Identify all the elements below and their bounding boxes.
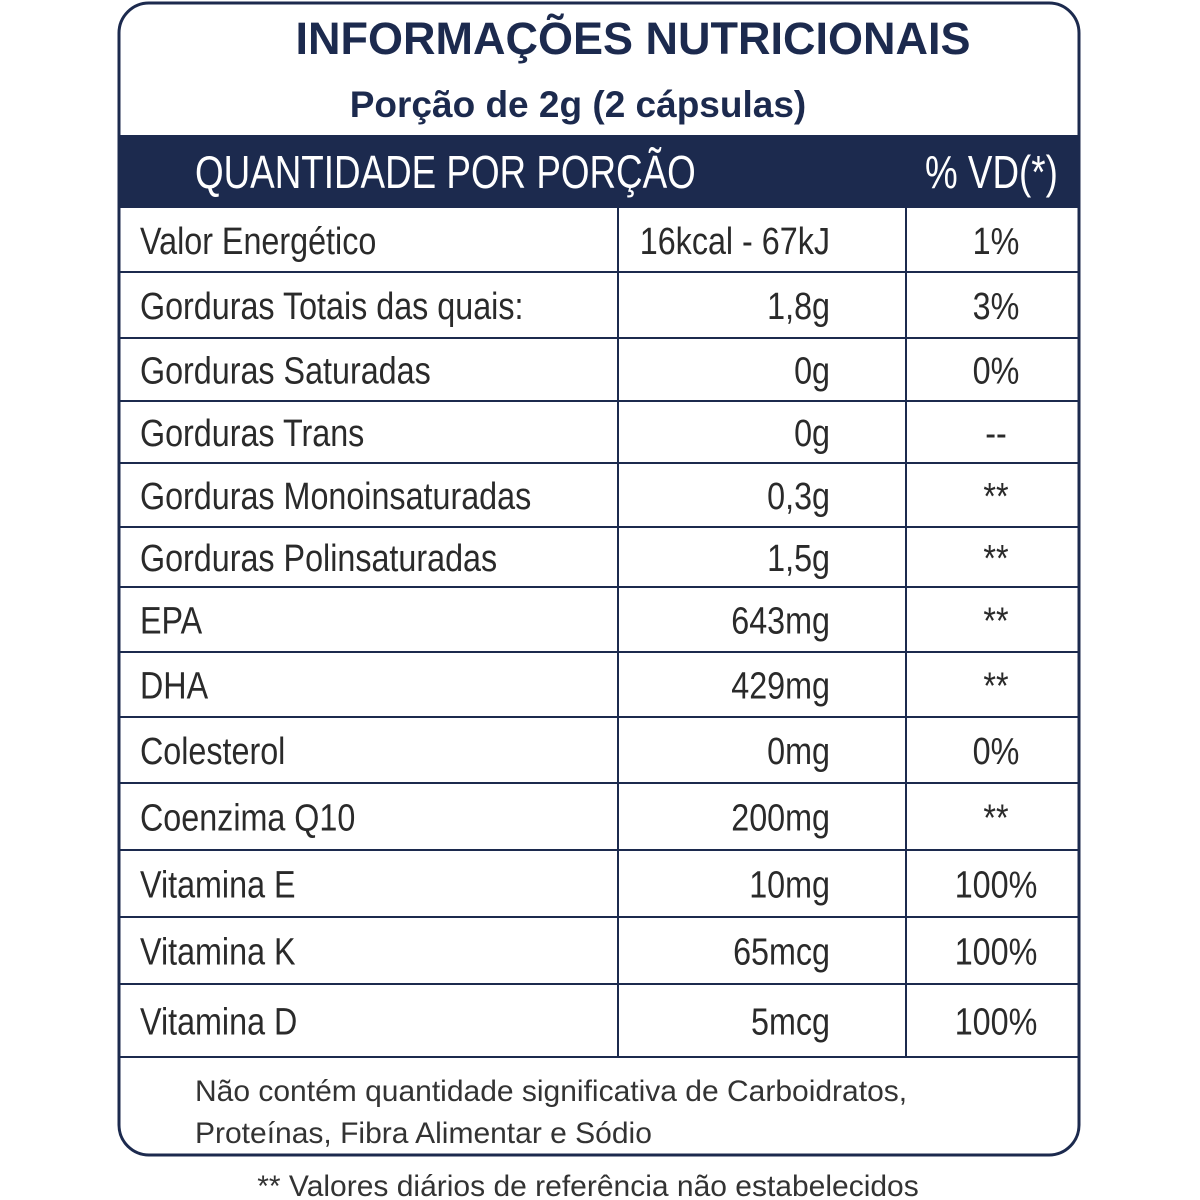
rows: Valor Energético 16kcal - 67kJ 1% Gorduras … <box>119 208 1080 1058</box>
outer-frame <box>117 1 1081 1157</box>
nutrient-amount: 0g <box>794 350 830 392</box>
nutrient-name: EPA <box>140 600 203 642</box>
nutrient-name: Gorduras Saturadas <box>140 350 431 392</box>
daily-value: 100% <box>955 1001 1038 1043</box>
daily-value: 0% <box>973 350 1020 392</box>
nutrient-name: Gorduras Monoinsaturadas <box>140 476 531 518</box>
nutrient-name: DHA <box>140 665 209 707</box>
daily-value: ** <box>983 600 1008 642</box>
nutrient-amount: 1,8g <box>767 286 830 328</box>
nutrient-name: Gorduras Trans <box>140 413 364 455</box>
nutrient-name: Coenzima Q10 <box>140 797 355 839</box>
nutrient-amount: 643mg <box>731 600 830 642</box>
column-header: QUANTIDADE POR PORÇÃO <box>195 146 696 198</box>
nutrient-amount: 65mcg <box>733 931 830 973</box>
daily-value: 1% <box>973 221 1020 263</box>
nutrient-amount: 0,3g <box>767 476 830 518</box>
daily-value: ** <box>983 797 1008 839</box>
daily-value: 3% <box>973 286 1020 328</box>
column-header: % VD(*) <box>925 146 1058 198</box>
header-bar <box>119 135 1080 208</box>
nutrient-amount: 16kcal - 67kJ <box>640 221 830 263</box>
nutrient-name: Gorduras Polinsaturadas <box>140 538 497 580</box>
nutrient-name: Gorduras Totais das quais: <box>140 286 523 328</box>
daily-value: 100% <box>955 864 1038 906</box>
nutrient-amount: 1,5g <box>767 538 830 580</box>
nutrient-amount: 10mg <box>749 864 830 906</box>
footnote: ** Valores diários de referência não est… <box>257 1170 919 1200</box>
nutrient-name: Vitamina K <box>140 931 296 973</box>
nutrient-amount: 0g <box>794 413 830 455</box>
daily-value: ** <box>983 476 1008 518</box>
daily-value: 100% <box>955 931 1038 973</box>
daily-value: ** <box>983 538 1008 580</box>
note-line: Não contém quantidade significativa de C… <box>195 1075 907 1108</box>
nutrient-name: Vitamina D <box>140 1001 297 1043</box>
nutrient-amount: 5mcg <box>751 1001 830 1043</box>
nutrient-name: Colesterol <box>140 731 285 773</box>
title: INFORMAÇÕES NUTRICIONAIS <box>296 13 971 64</box>
nutrient-amount: 200mg <box>731 797 830 839</box>
daily-value: ** <box>983 665 1008 707</box>
daily-value: 0% <box>973 731 1020 773</box>
nutrient-name: Valor Energético <box>140 221 376 263</box>
nutrient-amount: 429mg <box>731 665 830 707</box>
daily-value: -- <box>985 413 1007 455</box>
subtitle: Porção de 2g (2 cápsulas) <box>350 84 807 125</box>
nutrient-amount: 0mg <box>767 731 830 773</box>
note-line: Proteínas, Fibra Alimentar e Sódio <box>195 1117 652 1150</box>
nutrient-name: Vitamina E <box>140 864 296 906</box>
